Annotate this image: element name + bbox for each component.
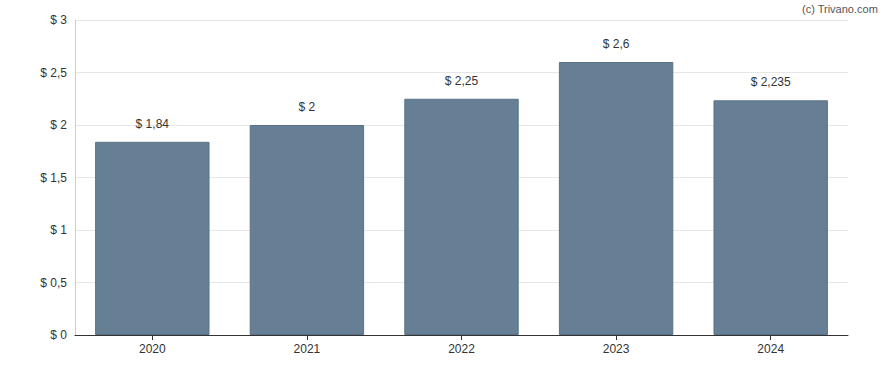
svg-text:$ 2,235: $ 2,235 [751, 75, 791, 89]
svg-text:2021: 2021 [294, 342, 321, 356]
svg-text:$ 1,84: $ 1,84 [136, 117, 170, 131]
svg-text:2020: 2020 [139, 342, 166, 356]
svg-text:2022: 2022 [448, 342, 475, 356]
svg-text:2023: 2023 [603, 342, 630, 356]
svg-text:2024: 2024 [757, 342, 784, 356]
svg-text:$ 1,5: $ 1,5 [40, 171, 67, 185]
svg-text:$ 2,25: $ 2,25 [445, 74, 479, 88]
svg-text:$ 0: $ 0 [50, 328, 67, 342]
svg-text:$ 3: $ 3 [50, 13, 67, 27]
svg-text:$ 2,6: $ 2,6 [603, 37, 630, 51]
svg-text:$ 0,5: $ 0,5 [40, 276, 67, 290]
svg-text:(c) Trivano.com: (c) Trivano.com [802, 3, 878, 15]
svg-text:$ 2: $ 2 [299, 100, 316, 114]
svg-text:$ 2,5: $ 2,5 [40, 66, 67, 80]
svg-text:$ 2: $ 2 [50, 118, 67, 132]
svg-text:$ 1: $ 1 [50, 223, 67, 237]
